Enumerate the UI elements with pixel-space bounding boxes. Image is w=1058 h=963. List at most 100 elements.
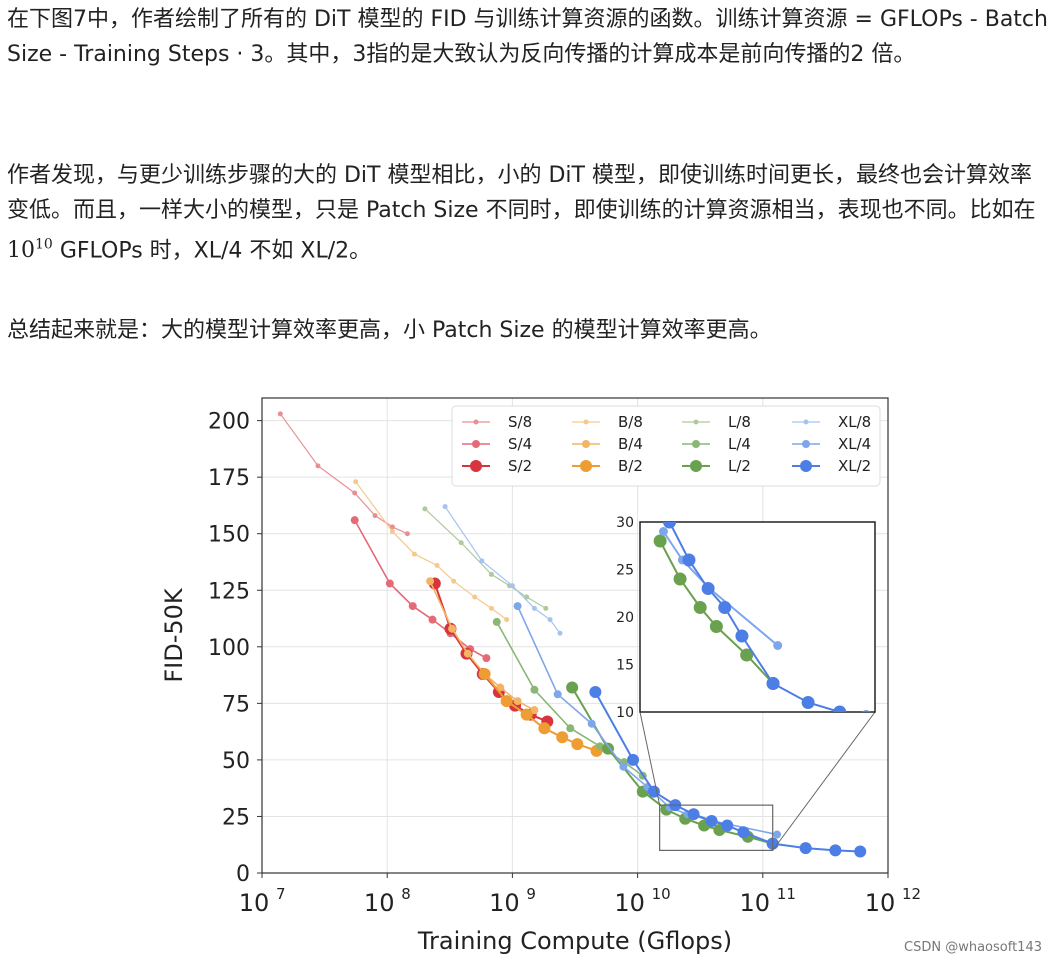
inset-data-point	[653, 534, 667, 548]
y-tick-label: 100	[208, 636, 250, 661]
legend-label: S/2	[508, 457, 532, 475]
data-point	[799, 842, 812, 855]
legend-swatch-marker	[802, 440, 810, 448]
data-point	[277, 411, 283, 417]
data-point	[426, 577, 435, 586]
inset-data-point	[773, 641, 783, 650]
y-axis-label: FID-50K	[160, 587, 188, 683]
zoom-box	[659, 804, 774, 851]
zoom-connector	[772, 711, 876, 851]
data-point	[566, 724, 575, 733]
inset-data-point	[709, 620, 723, 633]
plot-frame	[261, 397, 889, 874]
legend-swatch-marker	[583, 419, 589, 425]
watermark: CSDN @whaosoft143	[904, 940, 1042, 955]
data-point	[492, 617, 501, 626]
data-point	[571, 738, 584, 751]
legend-entry: XL/2	[792, 457, 871, 475]
series-line	[355, 481, 508, 621]
y-tick-label: 175	[208, 466, 250, 491]
series-line	[429, 580, 535, 711]
fid-compute-chart: 0 25 50 75 100 125 150 175 200 10 7 10 8 10 9 10 10 10 11 1…	[160, 397, 921, 955]
legend-entry: B/2	[572, 457, 643, 475]
legend-swatch-marker	[470, 460, 482, 472]
series-line	[424, 508, 547, 609]
inset-data-point	[833, 705, 847, 712]
legend-entry: L/2	[682, 457, 751, 475]
inset-plot	[653, 522, 871, 712]
legend-entry: XL/4	[792, 435, 871, 453]
data-point	[566, 681, 579, 694]
legend-label: S/4	[508, 435, 532, 453]
series-b-8	[353, 479, 510, 623]
legend-label: L/2	[728, 457, 751, 475]
data-point	[619, 762, 628, 771]
legend-label: L/4	[728, 435, 751, 453]
series-line	[279, 413, 408, 535]
data-point	[463, 649, 472, 658]
legend-swatch-marker	[692, 440, 700, 448]
data-point	[352, 490, 358, 496]
data-point	[479, 558, 485, 564]
data-point	[389, 528, 395, 534]
data-point	[553, 690, 562, 699]
legend-entry: XL/8	[792, 413, 871, 431]
inset-y-tick-label: 20	[616, 610, 634, 626]
paragraph-findings: 作者发现，与更少训练步骤的大的 DiT 模型相比，小的 DiT 模型，即使训练时…	[7, 158, 1052, 268]
x-tick-exponent: 7	[276, 885, 286, 903]
findings-text-b: GFLOPs 时，XL/4 不如 XL/2。	[52, 238, 372, 264]
data-point	[538, 722, 551, 735]
legend-swatch-marker	[472, 440, 480, 448]
legend-swatch-marker	[690, 460, 702, 472]
data-point	[482, 654, 491, 663]
data-point	[829, 844, 842, 857]
inset-y-tick-label: 15	[616, 658, 634, 674]
x-tick-label: 10	[364, 889, 395, 917]
data-point	[353, 479, 359, 485]
data-point	[404, 531, 410, 537]
data-point	[705, 814, 718, 827]
data-point	[513, 602, 522, 611]
legend-label: B/8	[618, 413, 643, 431]
data-point	[601, 742, 614, 755]
inset-data-point	[682, 553, 696, 567]
series-xl-8	[442, 504, 563, 636]
data-point	[315, 463, 321, 469]
data-point	[504, 617, 510, 623]
legend-swatch-marker	[582, 440, 590, 448]
zoom-connector	[639, 711, 661, 806]
data-point	[531, 605, 537, 611]
x-tick-exponent: 11	[777, 885, 796, 903]
data-point	[587, 719, 596, 728]
x-tick-exponent: 10	[652, 885, 671, 903]
x-tick-label: 10	[740, 889, 771, 917]
data-point	[854, 845, 867, 858]
data-point	[589, 686, 602, 699]
y-tick-label: 200	[208, 410, 250, 435]
legend-label: B/4	[618, 435, 643, 453]
legend-label: XL/8	[838, 413, 871, 431]
data-point	[595, 742, 604, 751]
x-tick-label: 10	[614, 889, 645, 917]
data-point	[530, 706, 539, 715]
data-point	[556, 731, 569, 744]
data-point	[488, 605, 494, 611]
data-point	[434, 562, 440, 568]
series-line	[444, 506, 561, 634]
data-point	[428, 615, 437, 624]
data-point	[509, 583, 515, 589]
data-point	[350, 516, 359, 525]
legend-entry: L/8	[682, 413, 751, 431]
inset-y-tick-label: 25	[616, 563, 634, 579]
y-tick-label: 25	[222, 805, 250, 830]
inset-series-line	[662, 530, 779, 647]
legend-entry: L/4	[682, 435, 751, 453]
data-point	[627, 753, 640, 766]
data-point	[472, 594, 478, 600]
data-point	[721, 819, 734, 832]
legend-box	[451, 405, 881, 487]
data-point	[737, 826, 750, 839]
x-tick-label: 10	[489, 889, 520, 917]
legend-swatch-marker	[580, 460, 592, 472]
legend-entry: B/4	[572, 435, 643, 453]
